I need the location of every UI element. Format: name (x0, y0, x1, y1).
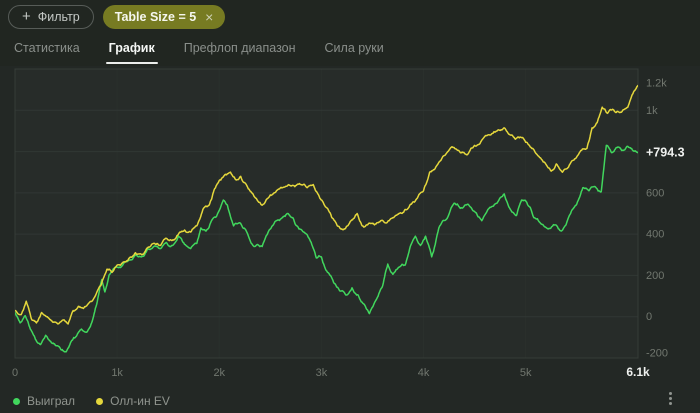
current-value-label: +794.3 (646, 146, 685, 160)
x-axis-label: 3k (316, 367, 328, 379)
kebab-menu-icon[interactable] (663, 387, 678, 410)
legend-item-won[interactable]: Выиграл (13, 394, 75, 408)
tab-preflop-range[interactable]: Префлоп диапазон (183, 41, 296, 55)
plot-background (15, 69, 638, 358)
series-line-allin-ev (15, 84, 638, 325)
legend-item-allin-ev[interactable]: Олл-ин EV (96, 394, 170, 408)
won-series-dot-icon (13, 397, 20, 405)
close-icon[interactable]: × (205, 9, 214, 25)
y-axis-label: 1k (646, 105, 658, 117)
plot-border (14, 68, 639, 359)
legend-label-allin-ev: Олл-ин EV (110, 394, 170, 408)
x-axis-label: 1k (111, 367, 123, 379)
x-axis-label: 6.1k (626, 365, 650, 379)
tab-bar: Статистика График Префлоп диапазон Сила … (14, 41, 384, 64)
add-filter-button[interactable]: + Фильтр (8, 5, 94, 29)
filter-chip-label: Table Size = 5 (114, 10, 197, 24)
filter-bar: + Фильтр Table Size = 5 × (8, 5, 226, 29)
y-axis-label: -200 (646, 348, 668, 360)
allin-ev-series-dot-icon (96, 397, 104, 405)
x-axis-label: 5k (520, 367, 532, 379)
winnings-graph[interactable]: -200 0 200 400 600 1k 1.2k +794.3 0 1k 2k 3k 4k 5k 6.1… (0, 66, 700, 413)
tab-statistics[interactable]: Статистика (14, 41, 80, 55)
chart-legend: Выиграл Олл-ин EV (13, 394, 170, 408)
series-line-won (15, 144, 638, 353)
x-axis-label: 4k (418, 367, 430, 379)
filter-chip-table-size[interactable]: Table Size = 5 × (102, 5, 226, 29)
add-filter-label: Фильтр (37, 10, 80, 24)
tab-hand-strength[interactable]: Сила руки (324, 41, 384, 55)
y-axis-label: 600 (646, 187, 664, 199)
y-axis-label: 400 (646, 229, 664, 241)
legend-label-won: Выиграл (27, 394, 76, 408)
chart-panel: -200 0 200 400 600 1k 1.2k +794.3 0 1k 2k 3k 4k 5k 6.1… (0, 66, 700, 413)
x-axis-label: 0 (12, 367, 18, 379)
x-axis-label: 2k (213, 367, 225, 379)
y-axis-label: 0 (646, 311, 652, 323)
y-axis-label: 1.2k (646, 78, 667, 90)
tab-graph[interactable]: График (105, 41, 158, 64)
y-axis-label: 200 (646, 270, 664, 282)
plus-icon: + (22, 8, 31, 25)
